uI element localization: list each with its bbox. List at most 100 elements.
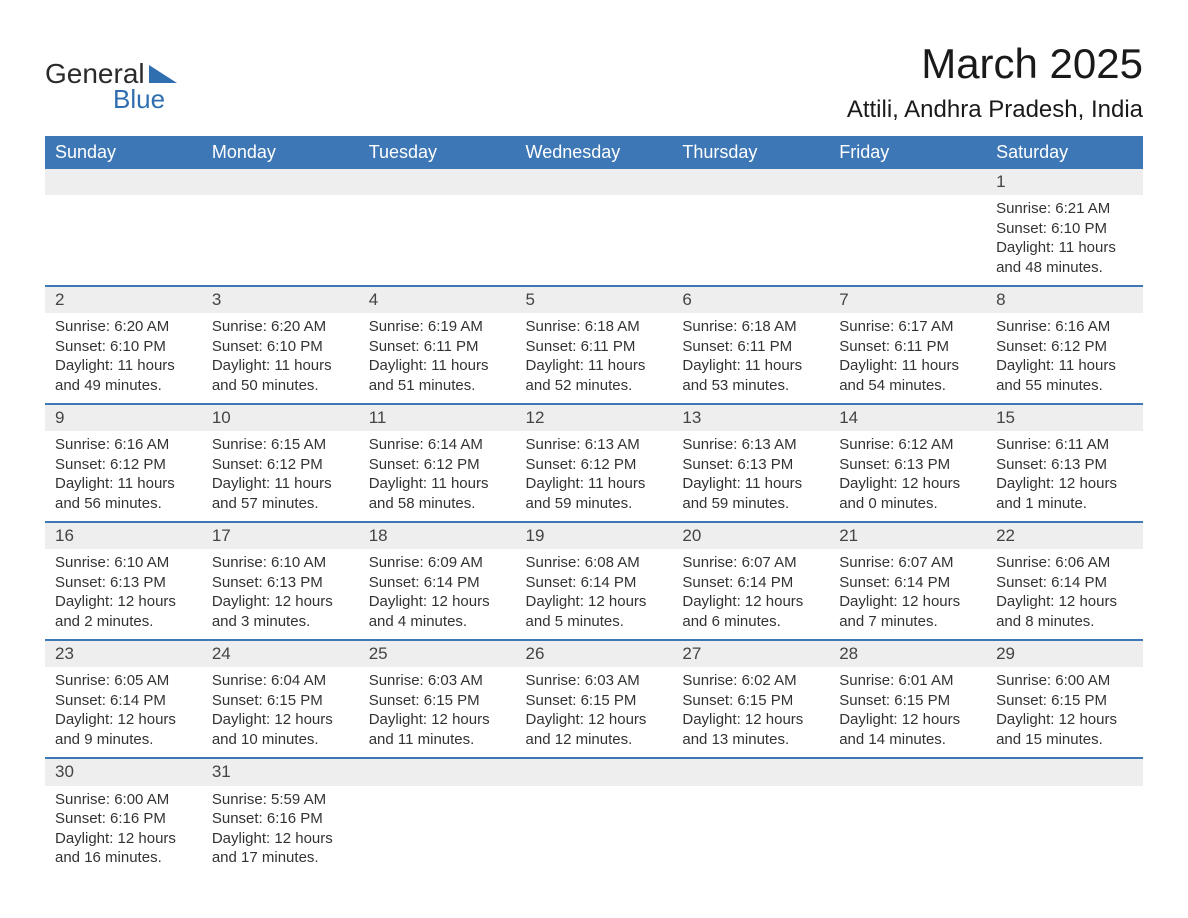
day-details: Sunrise: 6:03 AMSunset: 6:15 PMDaylight:…	[359, 667, 516, 758]
daylight-text: Daylight: 12 hours and 14 minutes.	[839, 710, 976, 749]
daylight-text: Daylight: 11 hours and 57 minutes.	[212, 474, 349, 513]
sunset-text: Sunset: 6:16 PM	[212, 809, 349, 829]
day-details: Sunrise: 6:05 AMSunset: 6:14 PMDaylight:…	[45, 667, 202, 758]
daynum-row: 16171819202122	[45, 522, 1143, 549]
sunrise-text: Sunrise: 6:07 AM	[682, 553, 819, 573]
col-monday: Monday	[202, 136, 359, 169]
day-details: Sunrise: 6:14 AMSunset: 6:12 PMDaylight:…	[359, 431, 516, 522]
day-number: 29	[986, 640, 1143, 667]
daylight-text: Daylight: 12 hours and 4 minutes.	[369, 592, 506, 631]
daylight-text: Daylight: 12 hours and 2 minutes.	[55, 592, 192, 631]
detail-row: Sunrise: 6:20 AMSunset: 6:10 PMDaylight:…	[45, 313, 1143, 404]
sunrise-text: Sunrise: 6:14 AM	[369, 435, 506, 455]
sunset-text: Sunset: 6:12 PM	[212, 455, 349, 475]
day-details: Sunrise: 6:01 AMSunset: 6:15 PMDaylight:…	[829, 667, 986, 758]
day-details: Sunrise: 6:15 AMSunset: 6:12 PMDaylight:…	[202, 431, 359, 522]
detail-row: Sunrise: 6:10 AMSunset: 6:13 PMDaylight:…	[45, 549, 1143, 640]
daynum-row: 1	[45, 169, 1143, 195]
sunset-text: Sunset: 6:11 PM	[526, 337, 663, 357]
daylight-text: Daylight: 11 hours and 59 minutes.	[526, 474, 663, 513]
daylight-text: Daylight: 11 hours and 59 minutes.	[682, 474, 819, 513]
sunset-text: Sunset: 6:14 PM	[526, 573, 663, 593]
sunrise-text: Sunrise: 6:20 AM	[55, 317, 192, 337]
sunset-text: Sunset: 6:10 PM	[55, 337, 192, 357]
daylight-text: Daylight: 12 hours and 12 minutes.	[526, 710, 663, 749]
day-details	[45, 195, 202, 286]
day-details	[202, 195, 359, 286]
daylight-text: Daylight: 12 hours and 7 minutes.	[839, 592, 976, 631]
day-details: Sunrise: 6:17 AMSunset: 6:11 PMDaylight:…	[829, 313, 986, 404]
day-number: 20	[672, 522, 829, 549]
detail-row: Sunrise: 6:00 AM Sunset: 6:16 PM Daylight:…	[45, 786, 1143, 876]
sunrise-text: Sunrise: 6:20 AM	[212, 317, 349, 337]
sunrise-text: Sunrise: 6:16 AM	[996, 317, 1133, 337]
day-number: 12	[516, 404, 673, 431]
daylight-text: Daylight: 12 hours and 6 minutes.	[682, 592, 819, 631]
sunrise-text: Sunrise: 6:10 AM	[212, 553, 349, 573]
sunset-text: Sunset: 6:14 PM	[682, 573, 819, 593]
day-number: 15	[986, 404, 1143, 431]
sunrise-text: Sunrise: 5:59 AM	[212, 790, 349, 810]
day-number: 7	[829, 286, 986, 313]
sunset-text: Sunset: 6:15 PM	[369, 691, 506, 711]
sunrise-text: Sunrise: 6:08 AM	[526, 553, 663, 573]
day-number	[672, 169, 829, 195]
daylight-text: Daylight: 11 hours and 53 minutes.	[682, 356, 819, 395]
day-number: 13	[672, 404, 829, 431]
daylight-text: Daylight: 12 hours and 16 minutes.	[55, 829, 192, 868]
day-number	[202, 169, 359, 195]
day-details: Sunrise: 6:18 AMSunset: 6:11 PMDaylight:…	[672, 313, 829, 404]
day-number: 28	[829, 640, 986, 667]
day-details: Sunrise: 6:11 AMSunset: 6:13 PMDaylight:…	[986, 431, 1143, 522]
day-details: Sunrise: 6:02 AMSunset: 6:15 PMDaylight:…	[672, 667, 829, 758]
daylight-text: Daylight: 12 hours and 13 minutes.	[682, 710, 819, 749]
sunset-text: Sunset: 6:14 PM	[839, 573, 976, 593]
detail-row: Sunrise: 6:21 AMSunset: 6:10 PMDaylight:…	[45, 195, 1143, 286]
sunset-text: Sunset: 6:15 PM	[839, 691, 976, 711]
sunset-text: Sunset: 6:14 PM	[996, 573, 1133, 593]
sunset-text: Sunset: 6:12 PM	[55, 455, 192, 475]
sunrise-text: Sunrise: 6:11 AM	[996, 435, 1133, 455]
day-details: Sunrise: 6:16 AMSunset: 6:12 PMDaylight:…	[986, 313, 1143, 404]
sunrise-text: Sunrise: 6:13 AM	[682, 435, 819, 455]
sunrise-text: Sunrise: 6:06 AM	[996, 553, 1133, 573]
weekday-header-row: Sunday Monday Tuesday Wednesday Thursday…	[45, 136, 1143, 169]
sunset-text: Sunset: 6:11 PM	[369, 337, 506, 357]
logo-text-blue: Blue	[113, 84, 177, 115]
month-title: March 2025	[847, 40, 1143, 88]
col-friday: Friday	[829, 136, 986, 169]
day-number: 11	[359, 404, 516, 431]
day-details: Sunrise: 6:04 AMSunset: 6:15 PMDaylight:…	[202, 667, 359, 758]
sunrise-text: Sunrise: 6:00 AM	[55, 790, 192, 810]
sunrise-text: Sunrise: 6:05 AM	[55, 671, 192, 691]
daylight-text: Daylight: 12 hours and 5 minutes.	[526, 592, 663, 631]
sunset-text: Sunset: 6:13 PM	[55, 573, 192, 593]
sunset-text: Sunset: 6:12 PM	[996, 337, 1133, 357]
sunset-text: Sunset: 6:13 PM	[839, 455, 976, 475]
day-details	[359, 786, 516, 876]
title-block: March 2025 Attili, Andhra Pradesh, India	[847, 40, 1143, 124]
sunrise-text: Sunrise: 6:17 AM	[839, 317, 976, 337]
daynum-row: 23242526272829	[45, 640, 1143, 667]
sunrise-text: Sunrise: 6:19 AM	[369, 317, 506, 337]
day-details: Sunrise: 5:59 AMSunset: 6:16 PMDaylight:…	[202, 786, 359, 876]
day-details: Sunrise: 6:10 AMSunset: 6:13 PMDaylight:…	[202, 549, 359, 640]
sunrise-text: Sunrise: 6:03 AM	[526, 671, 663, 691]
day-number: 22	[986, 522, 1143, 549]
daylight-text: Daylight: 12 hours and 9 minutes.	[55, 710, 192, 749]
day-details	[986, 786, 1143, 876]
day-details: Sunrise: 6:03 AMSunset: 6:15 PMDaylight:…	[516, 667, 673, 758]
day-number	[516, 758, 673, 785]
day-number	[359, 169, 516, 195]
daynum-row: 9101112131415	[45, 404, 1143, 431]
day-details: Sunrise: 6:21 AMSunset: 6:10 PMDaylight:…	[986, 195, 1143, 286]
sunrise-text: Sunrise: 6:04 AM	[212, 671, 349, 691]
sunset-text: Sunset: 6:12 PM	[369, 455, 506, 475]
col-wednesday: Wednesday	[516, 136, 673, 169]
day-number	[672, 758, 829, 785]
day-details: Sunrise: 6:00 AMSunset: 6:16 PMDaylight:…	[45, 786, 202, 876]
calendar-body: 1 Sunrise: 6:21 AMSunset: 6:10 PMDayligh…	[45, 169, 1143, 876]
daylight-text: Daylight: 11 hours and 49 minutes.	[55, 356, 192, 395]
detail-row: Sunrise: 6:16 AMSunset: 6:12 PMDaylight:…	[45, 431, 1143, 522]
sunset-text: Sunset: 6:11 PM	[839, 337, 976, 357]
